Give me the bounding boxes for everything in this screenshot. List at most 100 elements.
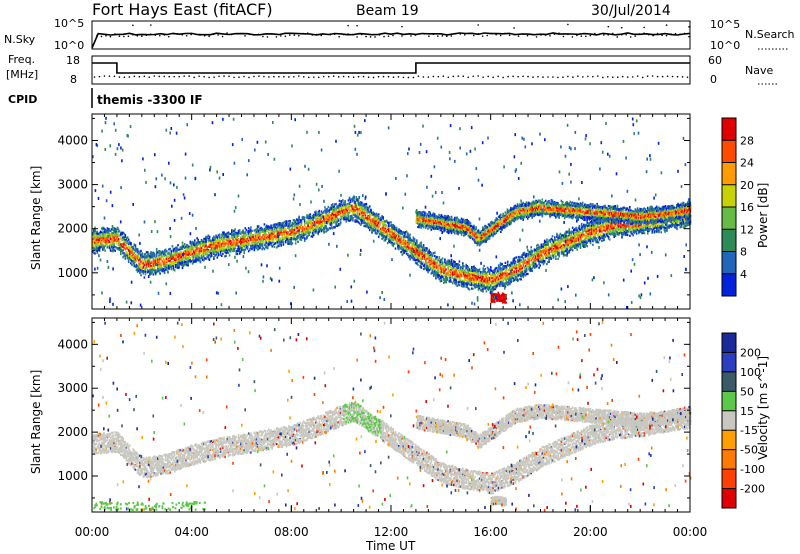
power-cell xyxy=(437,267,439,269)
nave-dot xyxy=(243,76,245,78)
power-cell xyxy=(315,229,317,231)
noise-search-dots xyxy=(96,24,690,38)
nave-dot xyxy=(373,77,375,79)
nave-dot xyxy=(587,76,589,78)
nave-dot xyxy=(497,76,499,78)
power-cell xyxy=(172,245,174,247)
noise-search-dot xyxy=(325,34,327,36)
power-cell xyxy=(297,237,299,239)
freq-label-1: Freq. xyxy=(8,53,35,66)
noise-search-dot xyxy=(455,33,457,35)
power-cell xyxy=(219,234,221,236)
power-cell xyxy=(274,232,276,234)
noise-search-dot xyxy=(338,36,340,38)
noise-search-dot xyxy=(96,34,98,36)
noise-search-dot xyxy=(666,24,668,26)
noise-search-dot xyxy=(181,34,183,36)
noise-search-dot xyxy=(424,33,426,35)
noise-search-dot xyxy=(329,34,331,36)
nave-dot xyxy=(467,76,469,78)
power-cell xyxy=(246,234,248,236)
power-cell xyxy=(313,232,315,234)
noise-search-dot xyxy=(177,33,179,35)
noise-search-dot xyxy=(190,34,192,36)
noise-search-dot xyxy=(370,36,372,38)
power-cell xyxy=(205,241,207,243)
noise-search-dot xyxy=(585,36,587,38)
power-cell xyxy=(370,210,372,212)
power-cell xyxy=(362,216,364,218)
nave-dot xyxy=(308,77,310,79)
freq-tick-bottom: 8 xyxy=(70,73,77,86)
power-cell xyxy=(141,253,143,255)
noise-search-dot xyxy=(513,27,515,29)
nave-dot xyxy=(408,77,410,79)
power-cell xyxy=(144,264,146,266)
power-cell xyxy=(432,255,434,257)
power-cell xyxy=(351,215,353,217)
noise-search-dot xyxy=(298,35,300,37)
power-cell xyxy=(405,233,407,235)
freq-tick-top: 18 xyxy=(66,54,80,67)
power-cell xyxy=(175,256,177,258)
power-cell xyxy=(173,265,175,267)
power-cell xyxy=(259,247,261,249)
nave-dot xyxy=(413,77,415,79)
power-cell xyxy=(217,236,219,238)
nave-dot xyxy=(637,75,639,77)
nave-dot xyxy=(547,76,549,78)
power-cell xyxy=(252,234,254,236)
power-cell xyxy=(301,239,303,241)
power-cell xyxy=(378,236,380,238)
noise-left-tick-top: 10^5 xyxy=(54,17,84,30)
power-cell xyxy=(298,229,300,231)
power-cell xyxy=(249,243,251,245)
noise-search-dot xyxy=(150,33,152,35)
power-cell xyxy=(421,242,423,244)
noise-search-dot xyxy=(356,25,358,27)
power-cell xyxy=(173,267,175,269)
nave-dot xyxy=(642,77,644,79)
nave-dot xyxy=(577,75,579,77)
power-cell xyxy=(114,250,116,252)
nave-dot xyxy=(662,76,664,78)
noise-search-dot xyxy=(603,34,605,36)
power-cell xyxy=(220,240,222,242)
power-cell xyxy=(130,243,132,245)
nave-dot xyxy=(682,76,684,78)
power-cell xyxy=(205,243,207,245)
nave-dot xyxy=(183,75,185,77)
power-cell xyxy=(417,264,419,266)
nave-dot xyxy=(278,76,280,78)
power-cell xyxy=(271,228,273,230)
noise-search-dot xyxy=(648,34,650,36)
power-cell xyxy=(171,268,173,270)
power-cell xyxy=(104,250,106,252)
power-cell xyxy=(268,232,270,234)
power-cell xyxy=(352,217,354,219)
power-cell xyxy=(396,227,398,229)
power-cell xyxy=(319,231,321,233)
power-cell xyxy=(423,261,425,263)
power-cell xyxy=(97,231,99,233)
noise-search-dot xyxy=(114,33,116,35)
noise-search-dot xyxy=(675,33,677,35)
power-cell xyxy=(242,229,244,231)
power-cell xyxy=(217,247,219,249)
noise-search-dot xyxy=(141,35,143,37)
power-cell xyxy=(353,197,355,199)
nave-dot xyxy=(477,75,479,77)
nave-dot xyxy=(318,77,320,79)
power-cell xyxy=(427,271,429,273)
nave-dot xyxy=(363,76,365,78)
nave-dot xyxy=(283,76,285,78)
power-cell xyxy=(322,223,324,225)
power-cell xyxy=(292,242,294,244)
nave-dot xyxy=(507,76,509,78)
nave-dot xyxy=(378,76,380,78)
nave-dot xyxy=(562,76,564,78)
power-heatmap xyxy=(92,117,691,309)
power-cell xyxy=(409,234,411,236)
